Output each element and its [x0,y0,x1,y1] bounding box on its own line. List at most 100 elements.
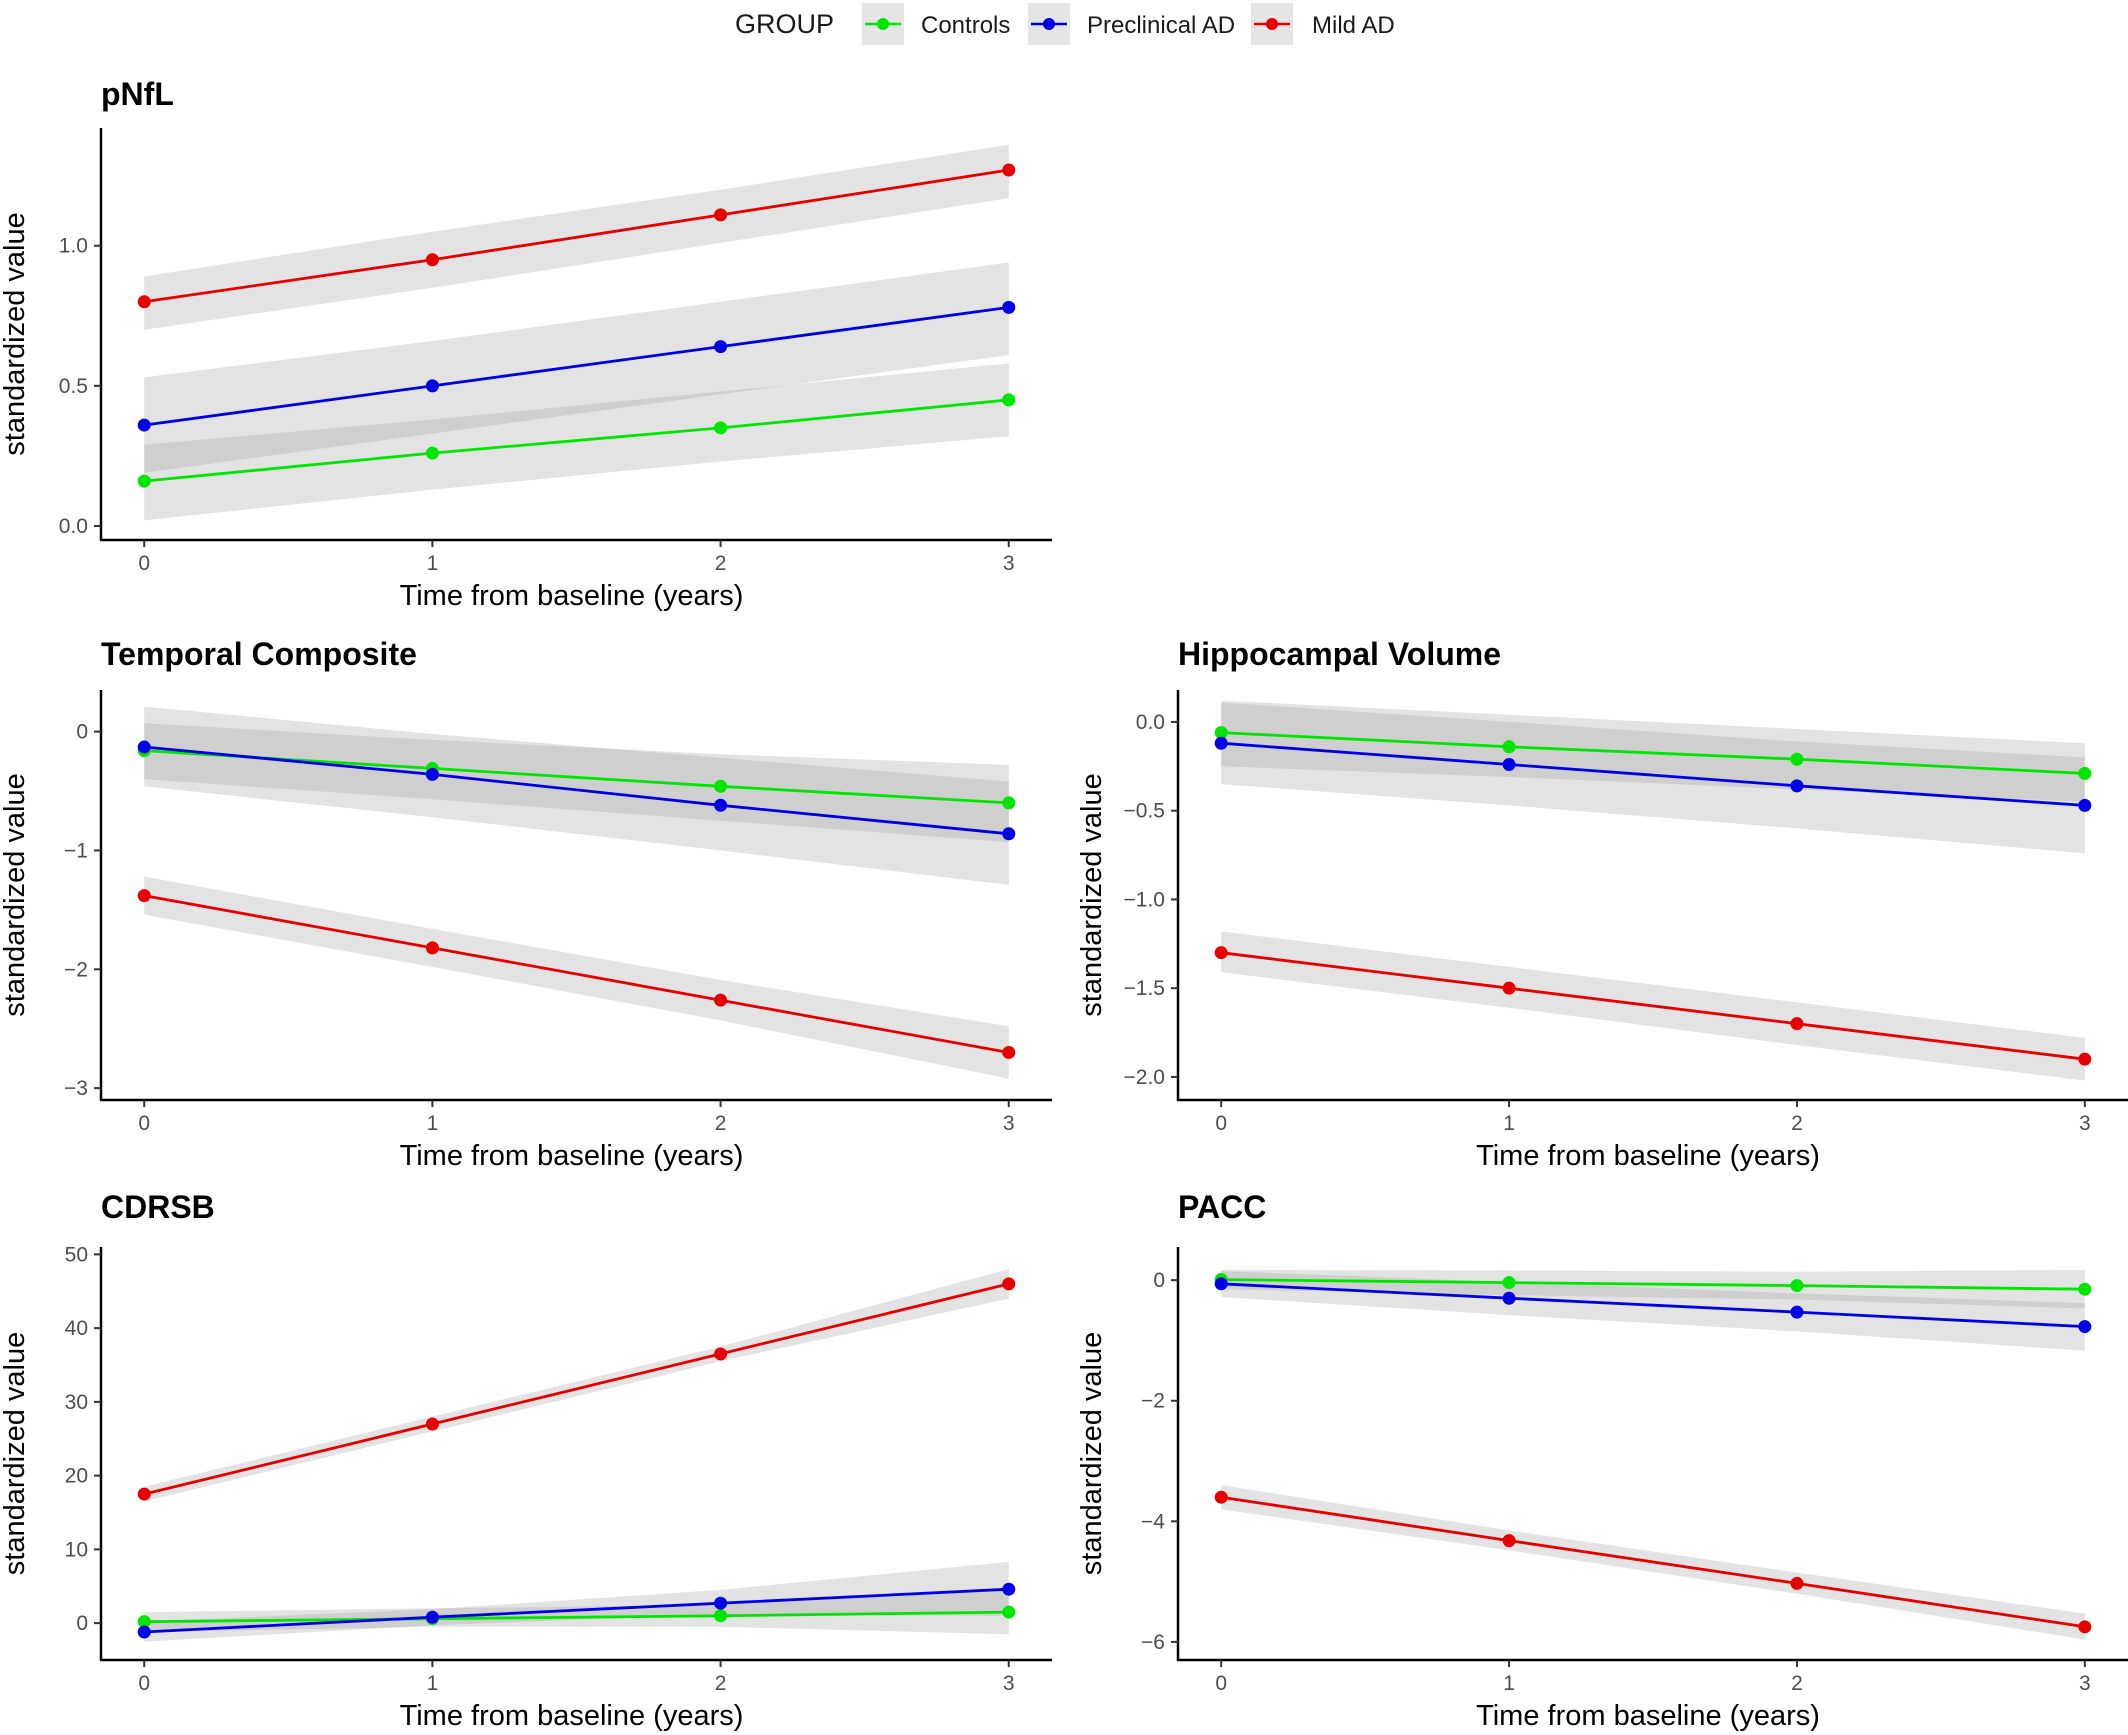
data-point-mild-ad [714,1347,728,1361]
data-point-preclinical-ad [425,767,439,781]
y-axis-title: standardized value [1076,773,1108,1016]
data-point-controls [1002,393,1016,407]
y-tick-label: −0.5 [1124,800,1165,823]
data-point-mild-ad [425,941,439,955]
data-point-preclinical-ad [714,798,728,812]
data-point-controls [1502,740,1516,754]
y-tick-label: −3 [64,1077,88,1100]
confidence-band-controls [1221,700,2085,802]
panel-pnfl: pNfL 0 1 2 3 0.0 0.5 1.0 Time from baseline (yea… [0,76,1052,612]
x-tick-label: 0 [1215,1672,1227,1695]
panel-title: Hippocampal Volume [1178,636,1501,672]
y-tick-label: −2 [1141,1390,1165,1413]
data-point-controls [1502,1276,1516,1290]
legend-label-mild-ad: Mild AD [1312,12,1395,39]
data-point-mild-ad [425,253,439,267]
y-tick-label: −4 [1141,1510,1165,1533]
data-point-preclinical-ad [1790,1305,1804,1319]
data-point-mild-ad [2078,1620,2092,1634]
y-tick-label: 10 [65,1538,88,1561]
y-tick-label: −2 [64,958,88,981]
data-point-preclinical-ad [2078,798,2092,812]
data-point-preclinical-ad [137,740,151,754]
data-point-controls [137,1615,151,1629]
data-point-preclinical-ad [1502,1291,1516,1305]
data-point-controls [1790,1279,1804,1293]
y-axis-title: standardized value [1076,1332,1108,1575]
x-tick-label: 0 [138,1112,150,1135]
legend-marker-mild-ad [1266,18,1278,30]
data-point-preclinical-ad [714,340,728,354]
y-tick-label: 0.5 [59,375,88,398]
series-line-mild-ad [143,1282,1010,1496]
data-point-controls [1002,1605,1016,1619]
data-point-preclinical-ad [137,418,151,432]
y-tick-label: 0 [1153,1269,1165,1292]
x-tick-label: 1 [1503,1112,1515,1135]
data-point-controls [2078,766,2092,780]
series-line-preclinical-ad [1221,741,2085,807]
panel-title: Temporal Composite [101,636,417,672]
data-point-preclinical-ad [714,1596,728,1610]
data-point-mild-ad [1790,1017,1804,1031]
panel-title: PACC [1178,1189,1266,1225]
data-point-preclinical-ad [1214,1277,1228,1291]
panel-hippocampal-volume: Hippocampal Volume 0 1 2 3 −2.0 −1.5 −1.0 −0.5 0.… [1076,636,2128,1172]
series-line-controls [144,398,1009,483]
x-tick-label: 3 [1003,552,1015,575]
x-tick-label: 3 [1003,1112,1015,1135]
legend: GROUP Controls Preclinical AD Mild AD [735,3,1395,45]
legend-label-preclinical-ad: Preclinical AD [1087,12,1235,39]
data-point-controls [714,421,728,435]
panel-pacc: PACC 0 1 2 3 −6 −4 −2 0 Time from baseline (years… [1076,1189,2128,1732]
series-line-mild-ad [143,894,1010,1054]
data-point-mild-ad [1502,981,1516,995]
data-point-preclinical-ad [2078,1320,2092,1334]
x-tick-label: 2 [715,1112,727,1135]
x-tick-label: 0 [138,552,150,575]
series-line-preclinical-ad [144,1587,1009,1634]
x-axis-title: Time from baseline (years) [1476,1140,1820,1172]
data-point-controls [425,446,439,460]
data-point-mild-ad [1790,1576,1804,1590]
x-axis-title: Time from baseline (years) [400,1140,744,1172]
x-tick-label: 1 [427,1112,439,1135]
x-tick-label: 1 [427,552,439,575]
confidence-band-controls [1221,1269,2085,1309]
y-axis-title: standardized value [0,1332,31,1575]
data-point-preclinical-ad [425,379,439,393]
x-tick-label: 0 [138,1672,150,1695]
data-point-preclinical-ad [137,1625,151,1639]
series-line-mild-ad [1220,1495,2086,1629]
y-tick-label: −1.5 [1124,977,1165,1000]
x-tick-label: 3 [1003,1672,1015,1695]
y-tick-label: 0 [76,721,88,744]
series-line-mild-ad [1221,951,2085,1061]
data-point-preclinical-ad [1790,779,1804,793]
legend-entry-mild-ad: Mild AD [1251,3,1395,45]
data-point-mild-ad [1214,946,1228,960]
legend-entry-preclinical-ad: Preclinical AD [1028,3,1235,45]
y-tick-label: 0.0 [1136,711,1165,734]
y-tick-label: 0 [76,1612,88,1635]
data-point-mild-ad [137,295,151,309]
y-axis-title: standardized value [0,212,31,455]
data-point-mild-ad [425,1417,439,1431]
data-point-preclinical-ad [425,1610,439,1624]
y-tick-label: 20 [65,1465,88,1488]
confidence-band-preclinical-ad [1221,1271,2085,1351]
data-point-preclinical-ad [1502,758,1516,772]
confidence-band-preclinical-ad [144,706,1009,885]
x-tick-label: 2 [1791,1672,1803,1695]
y-tick-label: 30 [65,1391,88,1414]
legend-title: GROUP [735,9,834,39]
data-point-controls [1214,726,1228,740]
legend-label-controls: Controls [921,12,1010,39]
data-point-preclinical-ad [1214,736,1228,750]
panels: pNfL 0 1 2 3 0.0 0.5 1.0 Time from baseline (yea… [0,76,2128,1732]
series-line-preclinical-ad [144,306,1009,427]
x-tick-label: 3 [2079,1672,2091,1695]
confidence-band-preclinical-ad [1221,702,2085,854]
x-tick-label: 0 [1215,1112,1227,1135]
